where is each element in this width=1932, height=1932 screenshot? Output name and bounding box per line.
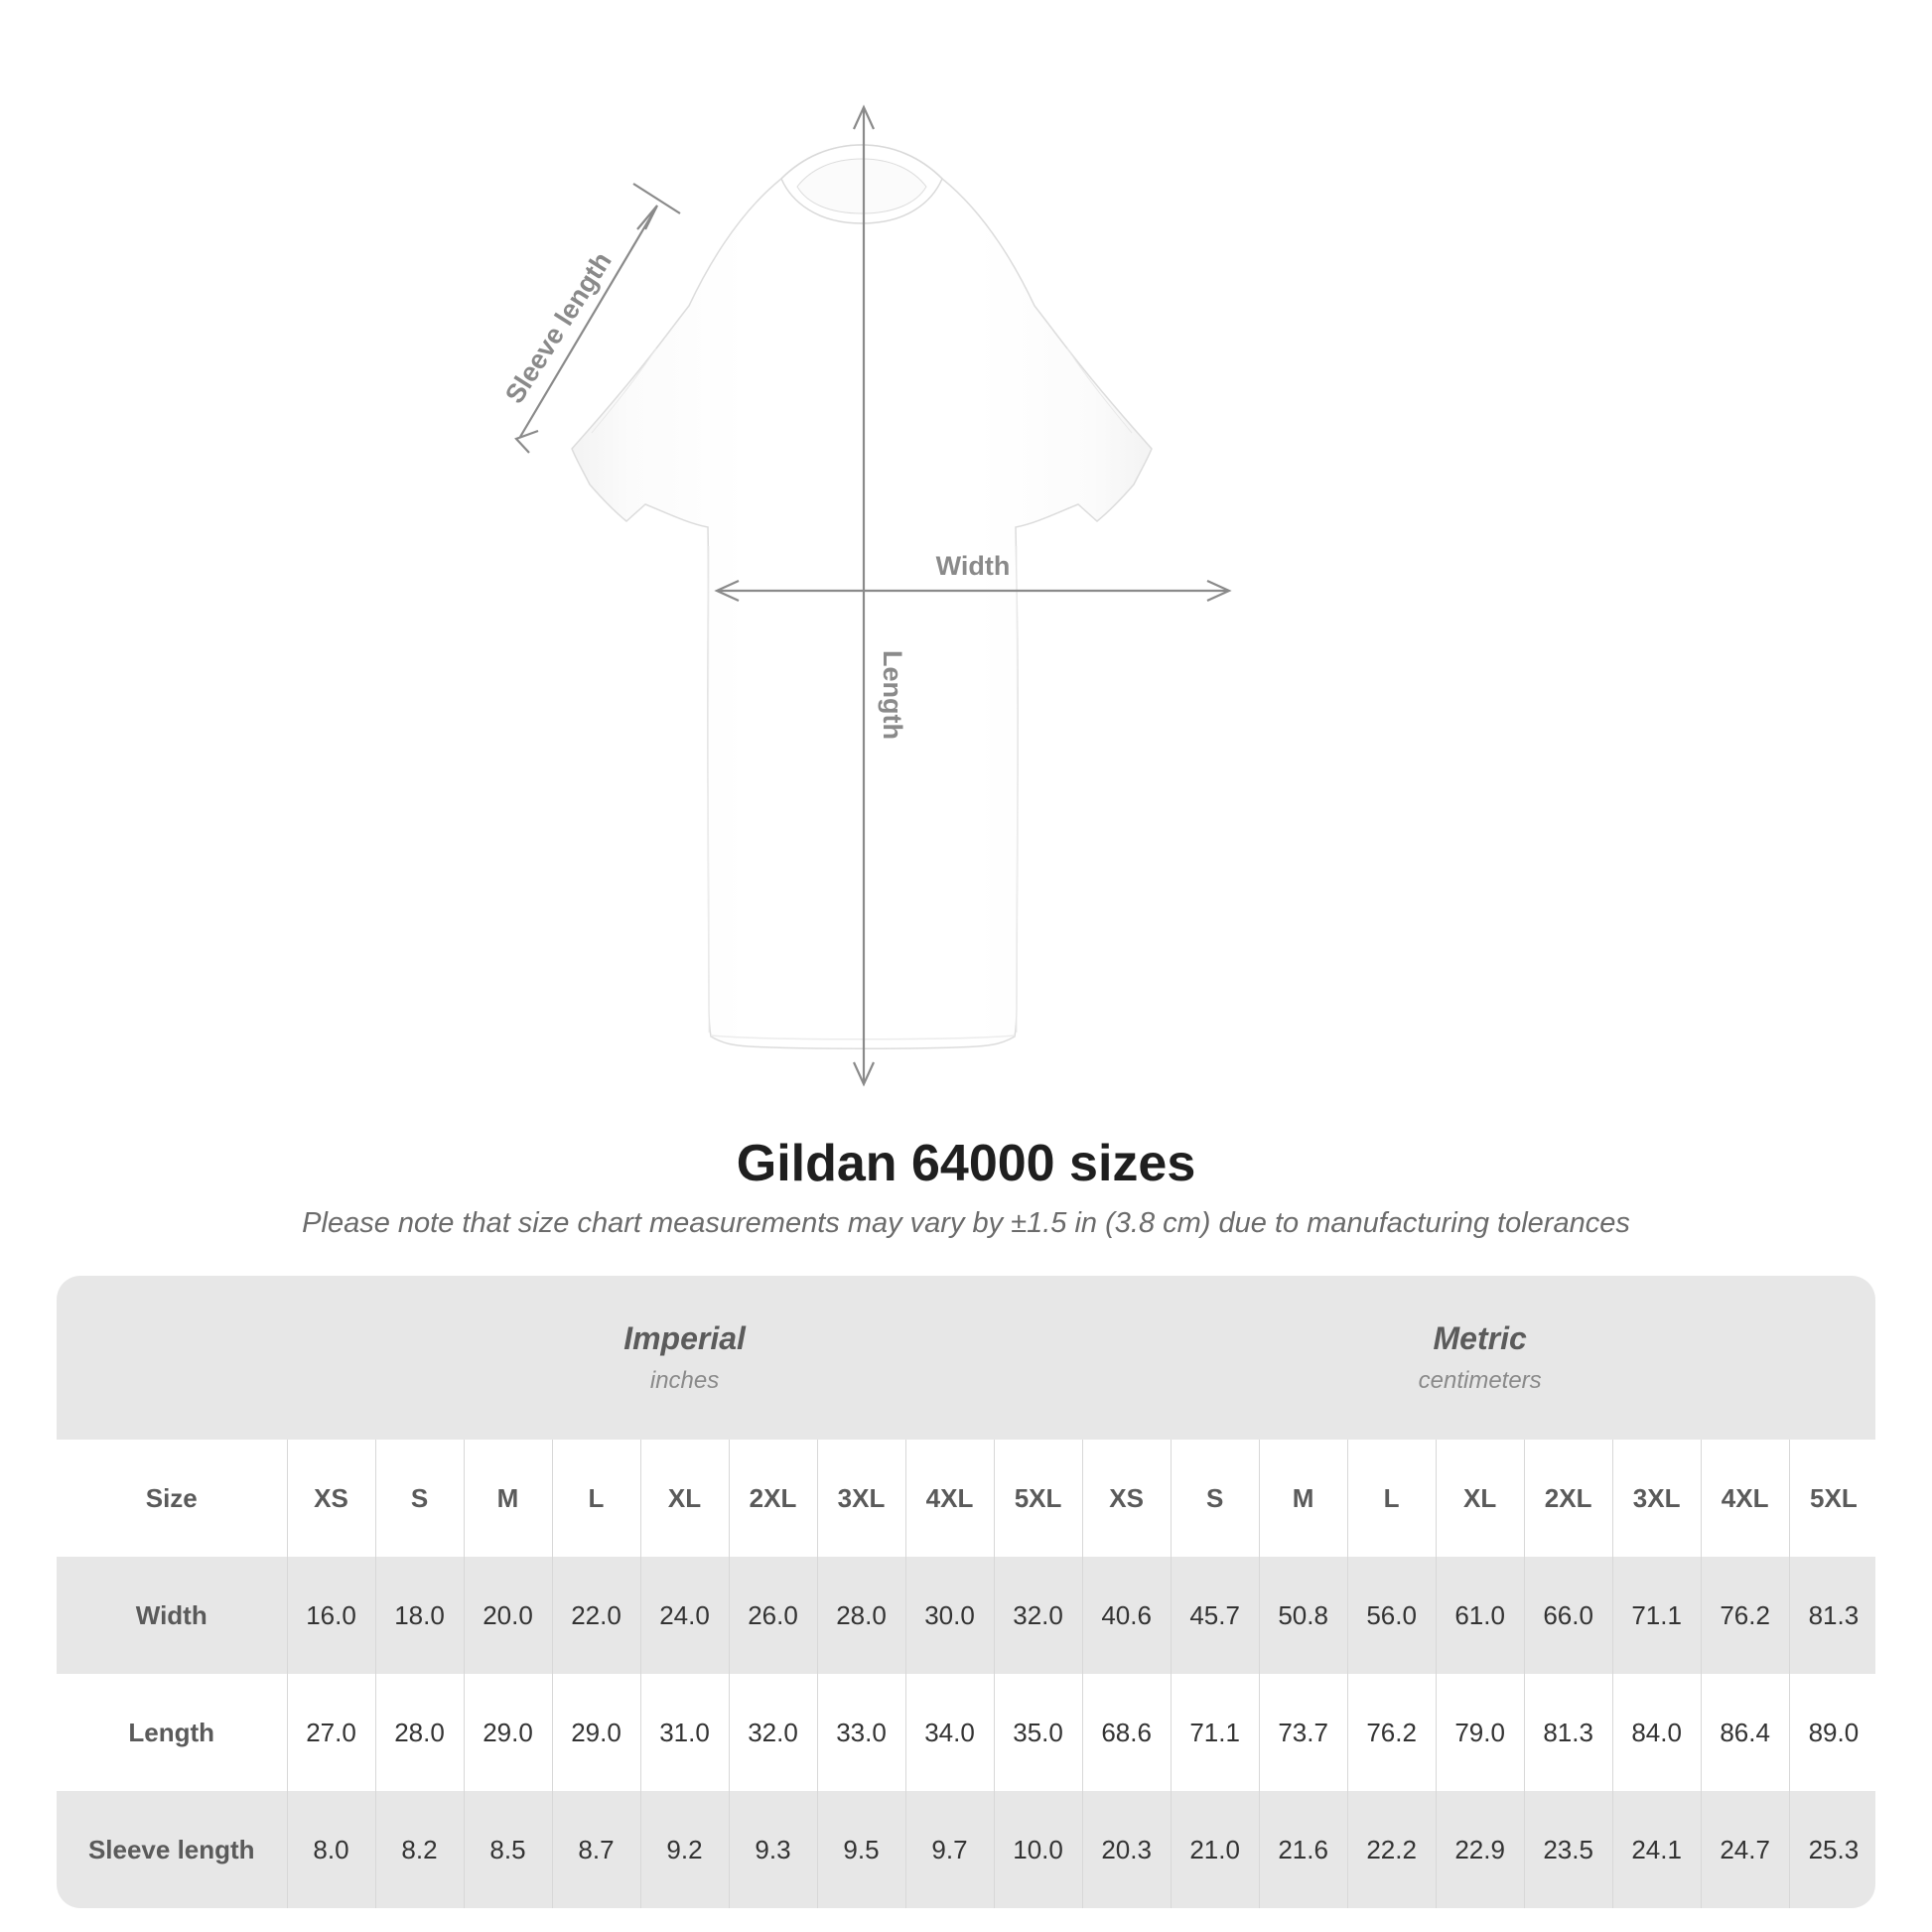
- svg-text:Width: Width: [936, 551, 1011, 581]
- svg-text:Length: Length: [878, 650, 907, 740]
- svg-text:Sleeve length: Sleeve length: [499, 247, 618, 409]
